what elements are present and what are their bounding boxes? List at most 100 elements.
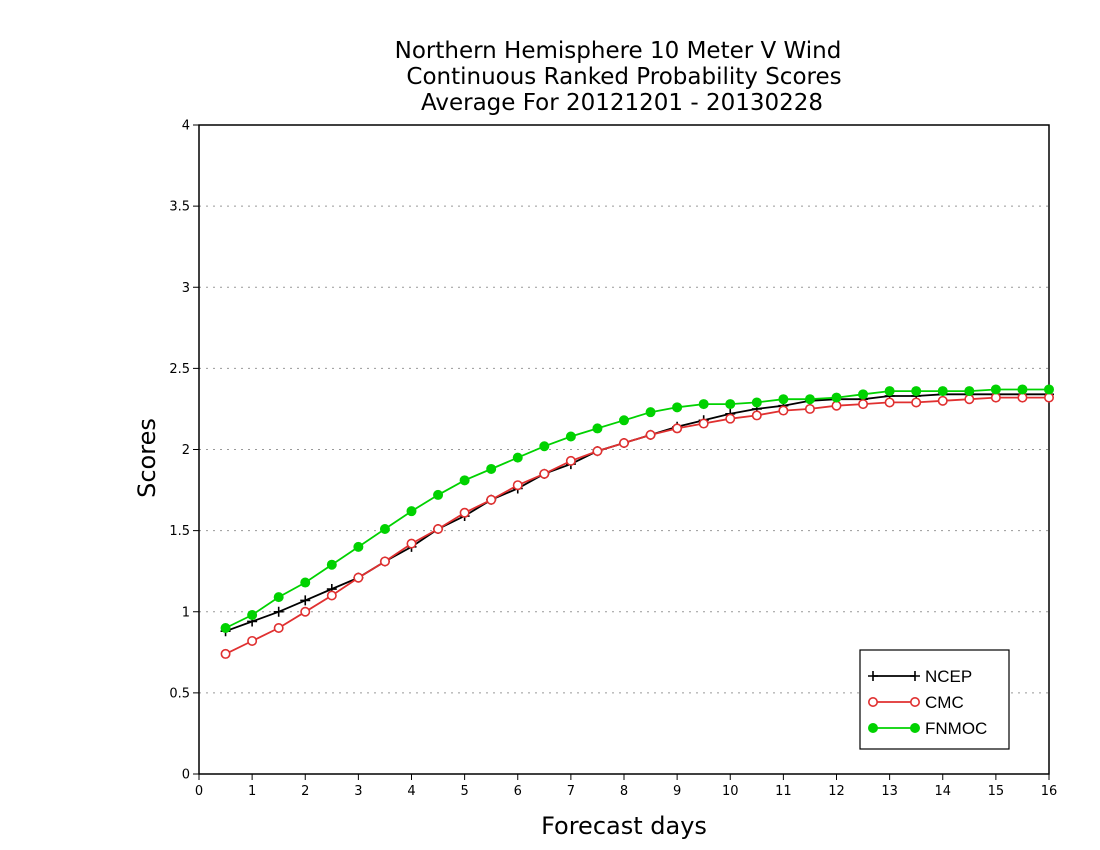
data-point bbox=[619, 415, 629, 426]
data-point bbox=[910, 671, 920, 681]
data-point bbox=[273, 592, 284, 603]
data-point bbox=[486, 494, 497, 505]
legend: NCEP CMC FNMOC bbox=[859, 649, 1010, 750]
series-group bbox=[220, 384, 1055, 659]
x-tick-label: 6 bbox=[514, 784, 522, 799]
data-point bbox=[1017, 384, 1028, 395]
data-point bbox=[725, 413, 736, 424]
chart-title-line-2: Continuous Ranked Probability Scores bbox=[406, 64, 841, 90]
legend-box bbox=[859, 649, 1010, 750]
data-point bbox=[433, 489, 444, 500]
data-point bbox=[326, 559, 337, 570]
data-point bbox=[831, 392, 842, 403]
y-axis-label: Scores bbox=[133, 418, 161, 498]
legend-label: NCEP bbox=[925, 667, 972, 686]
x-tick-label: 2 bbox=[301, 784, 309, 799]
data-point bbox=[698, 418, 709, 429]
data-point bbox=[618, 438, 629, 449]
data-point bbox=[909, 696, 920, 707]
data-point bbox=[868, 671, 878, 681]
y-gridlines bbox=[199, 205, 1049, 694]
x-tick-label: 13 bbox=[881, 784, 898, 799]
legend-item-cmc: CMC bbox=[867, 693, 964, 712]
data-point bbox=[406, 538, 417, 549]
x-tick-label: 15 bbox=[988, 784, 1005, 799]
legend-items: NCEP CMC FNMOC bbox=[867, 667, 987, 738]
data-point bbox=[964, 386, 975, 397]
x-tick-label: 14 bbox=[934, 784, 951, 799]
legend-label: FNMOC bbox=[925, 719, 987, 738]
data-point bbox=[698, 399, 709, 410]
data-point bbox=[220, 622, 231, 633]
data-point bbox=[512, 480, 523, 491]
data-point bbox=[751, 397, 762, 408]
y-tick-label: 1 bbox=[182, 605, 190, 620]
data-point bbox=[592, 446, 603, 457]
x-tick-label: 11 bbox=[775, 784, 792, 799]
data-point bbox=[379, 524, 390, 535]
series-cmc bbox=[220, 392, 1055, 659]
data-point bbox=[645, 407, 656, 418]
y-tick-label: 4 bbox=[182, 119, 190, 134]
data-point bbox=[1044, 384, 1054, 395]
x-tick-label: 7 bbox=[567, 784, 575, 799]
data-point bbox=[300, 577, 311, 588]
legend-item-fnmoc: FNMOC bbox=[868, 719, 987, 738]
data-point bbox=[868, 723, 878, 733]
data-point bbox=[645, 429, 656, 440]
data-point bbox=[778, 405, 789, 416]
data-point bbox=[937, 395, 948, 406]
data-point bbox=[459, 507, 470, 518]
data-point bbox=[990, 392, 1001, 403]
x-tick-label: 12 bbox=[828, 784, 845, 799]
data-point bbox=[884, 386, 895, 397]
data-point bbox=[247, 609, 258, 620]
data-point bbox=[273, 622, 284, 633]
data-point bbox=[459, 475, 470, 486]
data-point bbox=[858, 389, 869, 400]
data-point bbox=[911, 397, 922, 408]
x-tick-label: 8 bbox=[620, 784, 628, 799]
data-point bbox=[858, 399, 869, 410]
chart-title-line-3: Average For 20121201 - 20130228 bbox=[421, 90, 823, 116]
data-point bbox=[672, 423, 683, 434]
x-tick-label: 3 bbox=[354, 784, 362, 799]
y-tick-label: 1.5 bbox=[169, 524, 190, 539]
series-fnmoc bbox=[220, 384, 1054, 633]
y-tick-label: 2.5 bbox=[169, 362, 190, 377]
data-point bbox=[867, 696, 878, 707]
data-point bbox=[804, 394, 815, 405]
data-point bbox=[247, 635, 258, 646]
data-point bbox=[539, 468, 550, 479]
y-tick-label: 0 bbox=[182, 768, 190, 783]
data-point bbox=[804, 403, 815, 414]
data-point bbox=[486, 463, 497, 474]
data-point bbox=[353, 572, 364, 583]
data-point bbox=[1017, 392, 1028, 403]
chart-title-line-1: Northern Hemisphere 10 Meter V Wind bbox=[395, 38, 842, 64]
legend-label: CMC bbox=[925, 693, 964, 712]
data-point bbox=[512, 452, 523, 463]
data-point bbox=[937, 386, 948, 397]
data-point bbox=[990, 384, 1001, 395]
x-tick-label: 16 bbox=[1041, 784, 1058, 799]
data-point bbox=[831, 400, 842, 411]
x-tick-label: 5 bbox=[460, 784, 468, 799]
data-point bbox=[433, 524, 444, 535]
x-tick-label: 0 bbox=[195, 784, 203, 799]
data-point bbox=[910, 723, 920, 733]
x-tick-label: 4 bbox=[407, 784, 415, 799]
x-axis-ticks: 0 1 2 3 4 5 6 7 8 9 10 11 12 13 14 15 16 bbox=[195, 774, 1057, 799]
x-tick-label: 10 bbox=[722, 784, 739, 799]
data-point bbox=[565, 431, 576, 442]
data-point bbox=[326, 590, 337, 601]
y-tick-label: 0.5 bbox=[169, 686, 190, 701]
x-tick-label: 1 bbox=[248, 784, 256, 799]
data-point bbox=[964, 394, 975, 405]
data-point bbox=[725, 399, 736, 410]
data-point bbox=[379, 556, 390, 567]
data-point bbox=[220, 648, 231, 659]
data-point bbox=[273, 606, 284, 617]
x-axis-label: Forecast days bbox=[541, 812, 707, 840]
